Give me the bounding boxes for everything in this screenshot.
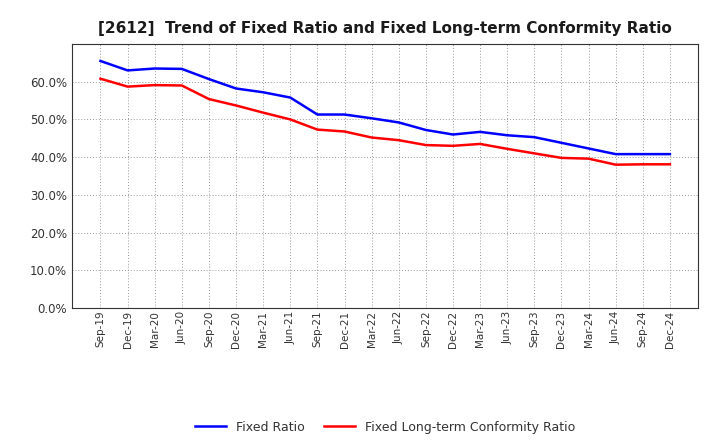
- Fixed Ratio: [123, 68, 132, 73]
- Fixed Long-term Conformity Ratio: [367, 135, 376, 140]
- Fixed Long-term Conformity Ratio: [232, 103, 240, 108]
- Fixed Ratio: [530, 135, 539, 140]
- Fixed Long-term Conformity Ratio: [204, 96, 213, 102]
- Fixed Ratio: [286, 95, 294, 100]
- Fixed Ratio: [232, 86, 240, 91]
- Legend: Fixed Ratio, Fixed Long-term Conformity Ratio: Fixed Ratio, Fixed Long-term Conformity …: [190, 416, 580, 439]
- Fixed Long-term Conformity Ratio: [341, 129, 349, 134]
- Fixed Ratio: [204, 77, 213, 82]
- Fixed Ratio: [367, 116, 376, 121]
- Fixed Ratio: [611, 151, 620, 157]
- Fixed Ratio: [395, 120, 403, 125]
- Fixed Ratio: [476, 129, 485, 135]
- Fixed Long-term Conformity Ratio: [96, 76, 105, 81]
- Fixed Long-term Conformity Ratio: [584, 156, 593, 161]
- Fixed Long-term Conformity Ratio: [150, 82, 159, 88]
- Fixed Long-term Conformity Ratio: [639, 161, 647, 167]
- Fixed Ratio: [449, 132, 457, 137]
- Fixed Ratio: [313, 112, 322, 117]
- Fixed Ratio: [178, 66, 186, 72]
- Fixed Ratio: [639, 151, 647, 157]
- Fixed Long-term Conformity Ratio: [123, 84, 132, 89]
- Fixed Ratio: [421, 127, 430, 132]
- Fixed Long-term Conformity Ratio: [611, 162, 620, 167]
- Fixed Long-term Conformity Ratio: [395, 138, 403, 143]
- Fixed Long-term Conformity Ratio: [557, 155, 566, 161]
- Fixed Ratio: [557, 140, 566, 146]
- Fixed Ratio: [96, 59, 105, 64]
- Fixed Long-term Conformity Ratio: [503, 146, 511, 151]
- Fixed Long-term Conformity Ratio: [421, 143, 430, 148]
- Fixed Long-term Conformity Ratio: [286, 117, 294, 122]
- Fixed Long-term Conformity Ratio: [665, 161, 674, 167]
- Fixed Long-term Conformity Ratio: [530, 151, 539, 156]
- Line: Fixed Long-term Conformity Ratio: Fixed Long-term Conformity Ratio: [101, 79, 670, 165]
- Fixed Ratio: [341, 112, 349, 117]
- Fixed Long-term Conformity Ratio: [259, 110, 268, 115]
- Title: [2612]  Trend of Fixed Ratio and Fixed Long-term Conformity Ratio: [2612] Trend of Fixed Ratio and Fixed Lo…: [99, 21, 672, 36]
- Fixed Ratio: [259, 90, 268, 95]
- Fixed Long-term Conformity Ratio: [178, 83, 186, 88]
- Fixed Ratio: [665, 151, 674, 157]
- Fixed Long-term Conformity Ratio: [313, 127, 322, 132]
- Fixed Long-term Conformity Ratio: [476, 141, 485, 147]
- Fixed Ratio: [503, 132, 511, 138]
- Fixed Long-term Conformity Ratio: [449, 143, 457, 148]
- Fixed Ratio: [150, 66, 159, 71]
- Fixed Ratio: [584, 146, 593, 151]
- Line: Fixed Ratio: Fixed Ratio: [101, 61, 670, 154]
